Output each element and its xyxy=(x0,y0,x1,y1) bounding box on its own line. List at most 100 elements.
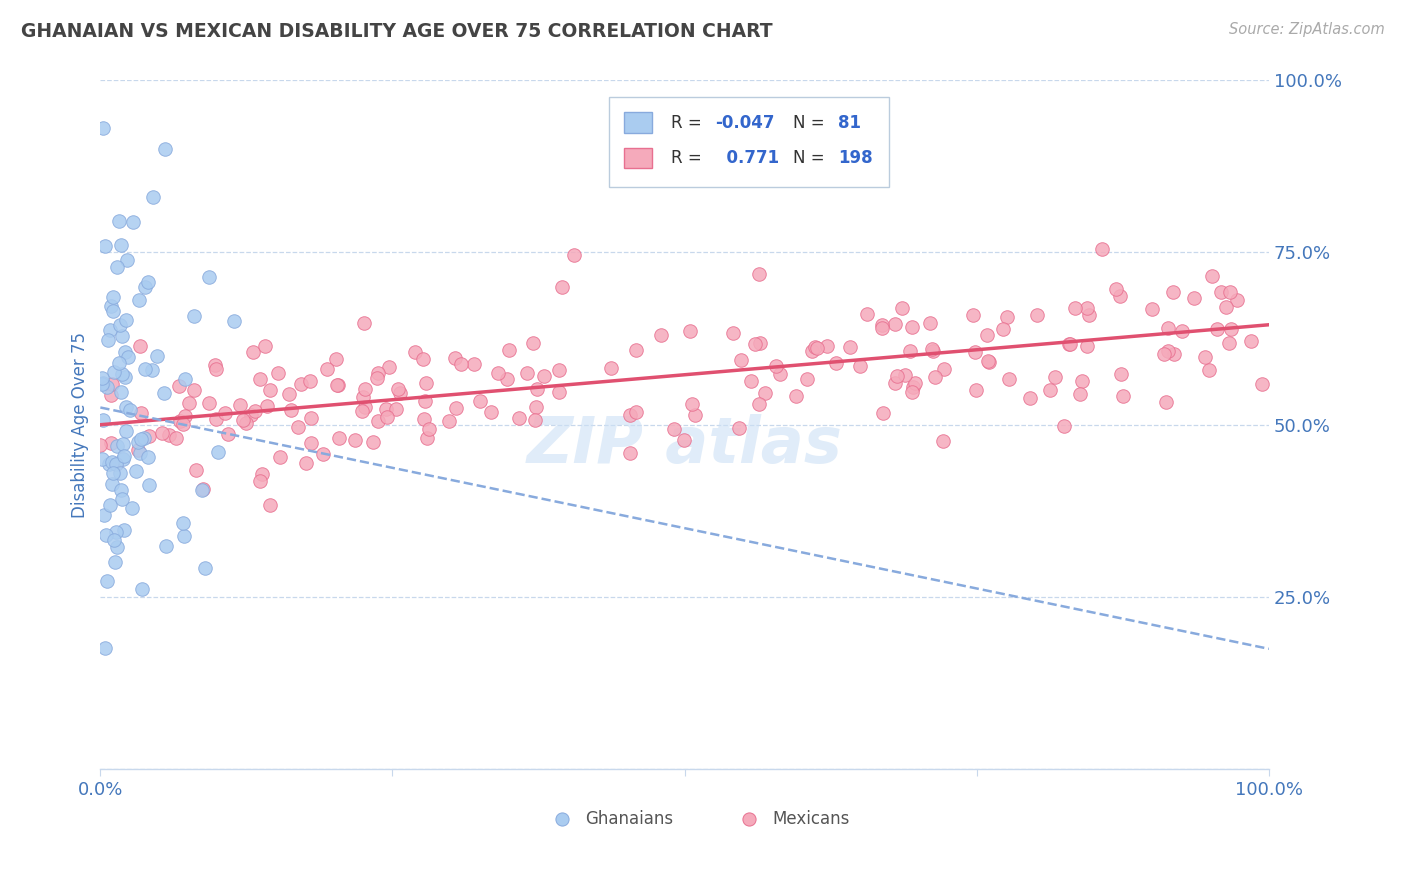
Point xyxy=(738,812,761,826)
Point xyxy=(105,525,128,540)
Point xyxy=(153,386,176,401)
Point xyxy=(367,366,389,380)
Point xyxy=(796,372,818,386)
Text: 198: 198 xyxy=(838,149,872,167)
Point xyxy=(1198,363,1220,377)
Point xyxy=(498,343,520,357)
Point xyxy=(672,433,695,447)
Point xyxy=(103,365,125,379)
Point xyxy=(117,350,139,364)
Point xyxy=(232,413,254,427)
Point xyxy=(108,318,131,332)
Point xyxy=(415,376,437,391)
Point xyxy=(259,384,281,398)
Point xyxy=(903,376,925,390)
Point xyxy=(177,396,200,410)
Point xyxy=(172,516,194,530)
Point xyxy=(413,412,436,426)
Point xyxy=(326,377,349,392)
Point xyxy=(352,404,374,418)
Point xyxy=(108,356,131,370)
Point xyxy=(138,429,160,443)
Point xyxy=(385,402,408,417)
Point xyxy=(1076,301,1098,315)
Point xyxy=(662,422,685,436)
Point xyxy=(1059,337,1081,351)
Text: 0.771: 0.771 xyxy=(716,149,779,167)
Point xyxy=(134,361,156,376)
Point xyxy=(91,371,114,385)
Point xyxy=(463,358,485,372)
Point xyxy=(316,362,339,376)
Point xyxy=(1153,347,1175,361)
Point xyxy=(1201,268,1223,283)
Point xyxy=(1156,344,1178,359)
Point xyxy=(1161,285,1184,300)
Point xyxy=(1171,325,1194,339)
Point xyxy=(1108,289,1130,303)
Point xyxy=(991,322,1014,336)
Point xyxy=(94,528,117,542)
Text: GHANAIAN VS MEXICAN DISABILITY AGE OVER 75 CORRELATION CHART: GHANAIAN VS MEXICAN DISABILITY AGE OVER … xyxy=(21,22,773,41)
Point xyxy=(1156,395,1178,409)
Text: R =: R = xyxy=(671,149,707,167)
Point xyxy=(522,336,544,351)
Point xyxy=(1206,322,1229,336)
Point xyxy=(173,528,195,542)
Point xyxy=(111,437,134,451)
Point xyxy=(872,321,894,335)
Point xyxy=(229,398,252,412)
Point xyxy=(104,555,127,569)
Point xyxy=(280,402,302,417)
Point xyxy=(120,403,142,417)
Text: Ghanaians: Ghanaians xyxy=(585,810,673,828)
Point xyxy=(450,357,472,371)
Point xyxy=(224,314,246,328)
Point xyxy=(363,435,385,450)
Point xyxy=(508,410,530,425)
Point xyxy=(242,345,264,359)
Point xyxy=(1105,282,1128,296)
Point xyxy=(328,378,350,392)
Point xyxy=(1069,386,1091,401)
Point xyxy=(96,574,118,589)
Point xyxy=(312,447,335,461)
Point xyxy=(105,541,128,555)
Point xyxy=(183,309,205,323)
Text: Source: ZipAtlas.com: Source: ZipAtlas.com xyxy=(1229,22,1385,37)
Point xyxy=(299,374,322,388)
Point xyxy=(198,270,221,285)
Point xyxy=(105,439,128,453)
Point xyxy=(932,362,955,376)
Point xyxy=(1219,322,1241,336)
Point xyxy=(100,454,122,468)
Point xyxy=(193,482,215,496)
Point xyxy=(91,121,114,136)
Point xyxy=(101,467,124,481)
Point xyxy=(495,372,517,386)
Point xyxy=(91,376,114,390)
Point xyxy=(740,374,762,388)
Point xyxy=(1063,301,1085,316)
Point xyxy=(413,393,436,408)
Point xyxy=(101,376,124,391)
Point xyxy=(1059,337,1081,351)
Point xyxy=(388,386,411,401)
Point xyxy=(108,213,131,227)
Point xyxy=(90,376,112,391)
Point xyxy=(194,561,217,575)
Point xyxy=(128,339,150,353)
Point xyxy=(343,433,366,447)
Point xyxy=(207,444,229,458)
Point xyxy=(90,451,112,466)
Point xyxy=(366,371,388,385)
Point xyxy=(551,280,574,294)
Point xyxy=(524,400,547,414)
Point xyxy=(104,457,127,471)
Point xyxy=(815,338,838,352)
Text: -0.047: -0.047 xyxy=(716,113,775,132)
Point xyxy=(121,500,143,515)
Point xyxy=(769,367,792,381)
Point xyxy=(1019,391,1042,405)
Point xyxy=(129,432,152,446)
